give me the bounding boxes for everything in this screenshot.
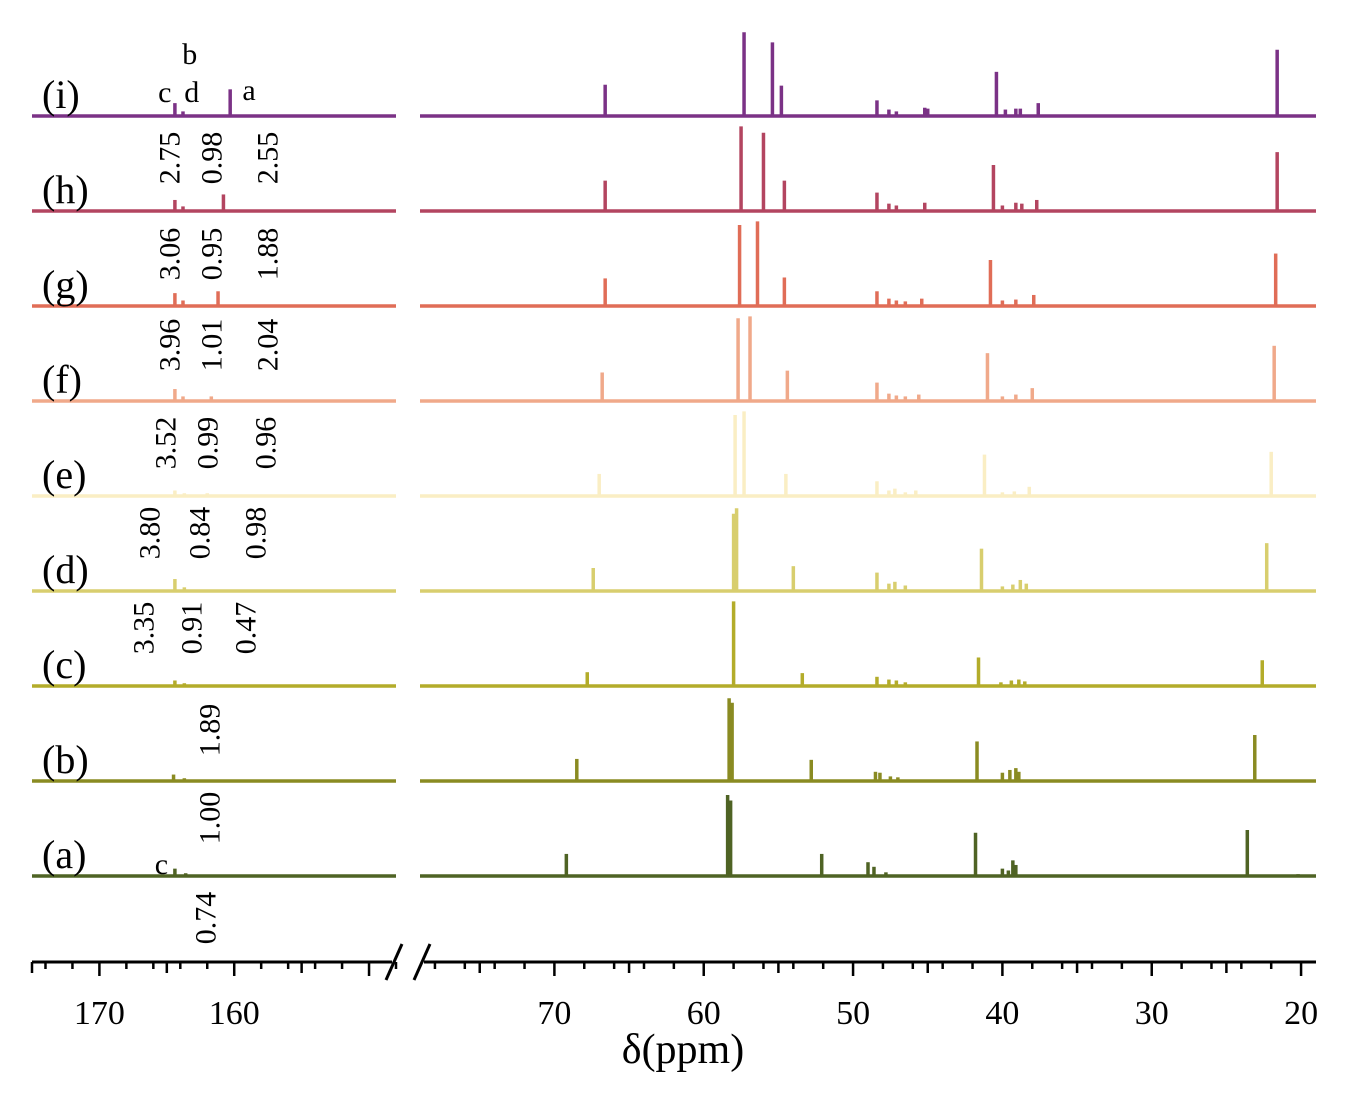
spectrum-a [32,795,1316,878]
integral-value: 0.99 [192,417,225,470]
integral-value: 2.55 [252,132,285,185]
integral-value: 0.91 [176,602,209,655]
spectra-traces [32,32,1316,878]
x-tick-label: 20 [1284,995,1318,1032]
integral-value: 3.52 [150,417,183,470]
x-axis-title: δ(ppm) [622,1027,744,1073]
series-label: (a) [42,832,86,877]
integral-value: 3.80 [134,507,167,560]
series-label: (c) [42,642,86,687]
x-tick-label: 60 [687,995,721,1032]
x-axis: δ(ppm) 170 160 70 60 50 40 30 20 [30,943,1318,1073]
integral-value: 0.98 [196,132,229,185]
spectrum-e [32,411,1316,498]
series-label: (e) [42,452,86,497]
integral-value: 0.47 [230,602,263,655]
spectrum-i [32,32,1316,118]
x-tick-label: 70 [537,995,571,1032]
peak-label: b [182,38,197,71]
integral-value: 0.96 [250,417,283,470]
series-label: (d) [42,547,89,592]
x-tick-label: 50 [836,995,870,1032]
series-label: (g) [42,262,89,307]
series-label: (i) [42,72,80,117]
integral-value: 2.04 [252,319,285,372]
peak-label: c [158,76,171,109]
peak-label: d [184,76,199,109]
x-tick-label: 40 [985,995,1019,1032]
integral-value: 1.00 [194,792,227,845]
integral-value: 0.95 [196,228,229,281]
x-tick-label: 170 [74,995,125,1032]
spectrum-c [32,601,1316,688]
spectrum-h [32,126,1316,213]
integral-value: 0.98 [240,507,273,560]
integral-value: 1.89 [194,704,227,757]
spectrum-b [32,698,1316,783]
spectrum-g [32,221,1316,308]
series-label: (f) [42,357,82,402]
integral-value: 2.75 [154,132,187,185]
integral-value: 0.84 [184,507,217,560]
integral-value: 1.88 [252,228,285,281]
axis-break-mark [384,943,404,981]
integral-value: 3.96 [154,319,187,372]
series-labels: (a) (b) (c) (d) (e) (f) (g) (h) (i) [42,72,89,877]
series-label: (b) [42,737,89,782]
integral-value: 1.01 [196,319,229,372]
axis-break-mark [412,943,432,981]
x-tick-label: 160 [209,995,260,1032]
spectrum-f [32,316,1316,403]
integral-value: 3.06 [154,228,187,281]
peak-label: a [242,74,255,107]
x-tick-label: 30 [1135,995,1169,1032]
integral-value: 0.74 [190,892,223,945]
spectrum-d [32,508,1316,593]
series-label: (h) [42,167,89,212]
integral-value: 3.35 [128,602,161,655]
annotations: cbd ac2.75 0.98 2.553.06 0.95 1.883.96 1.01 2.0… [128,38,285,944]
peak-label: c [155,848,168,881]
